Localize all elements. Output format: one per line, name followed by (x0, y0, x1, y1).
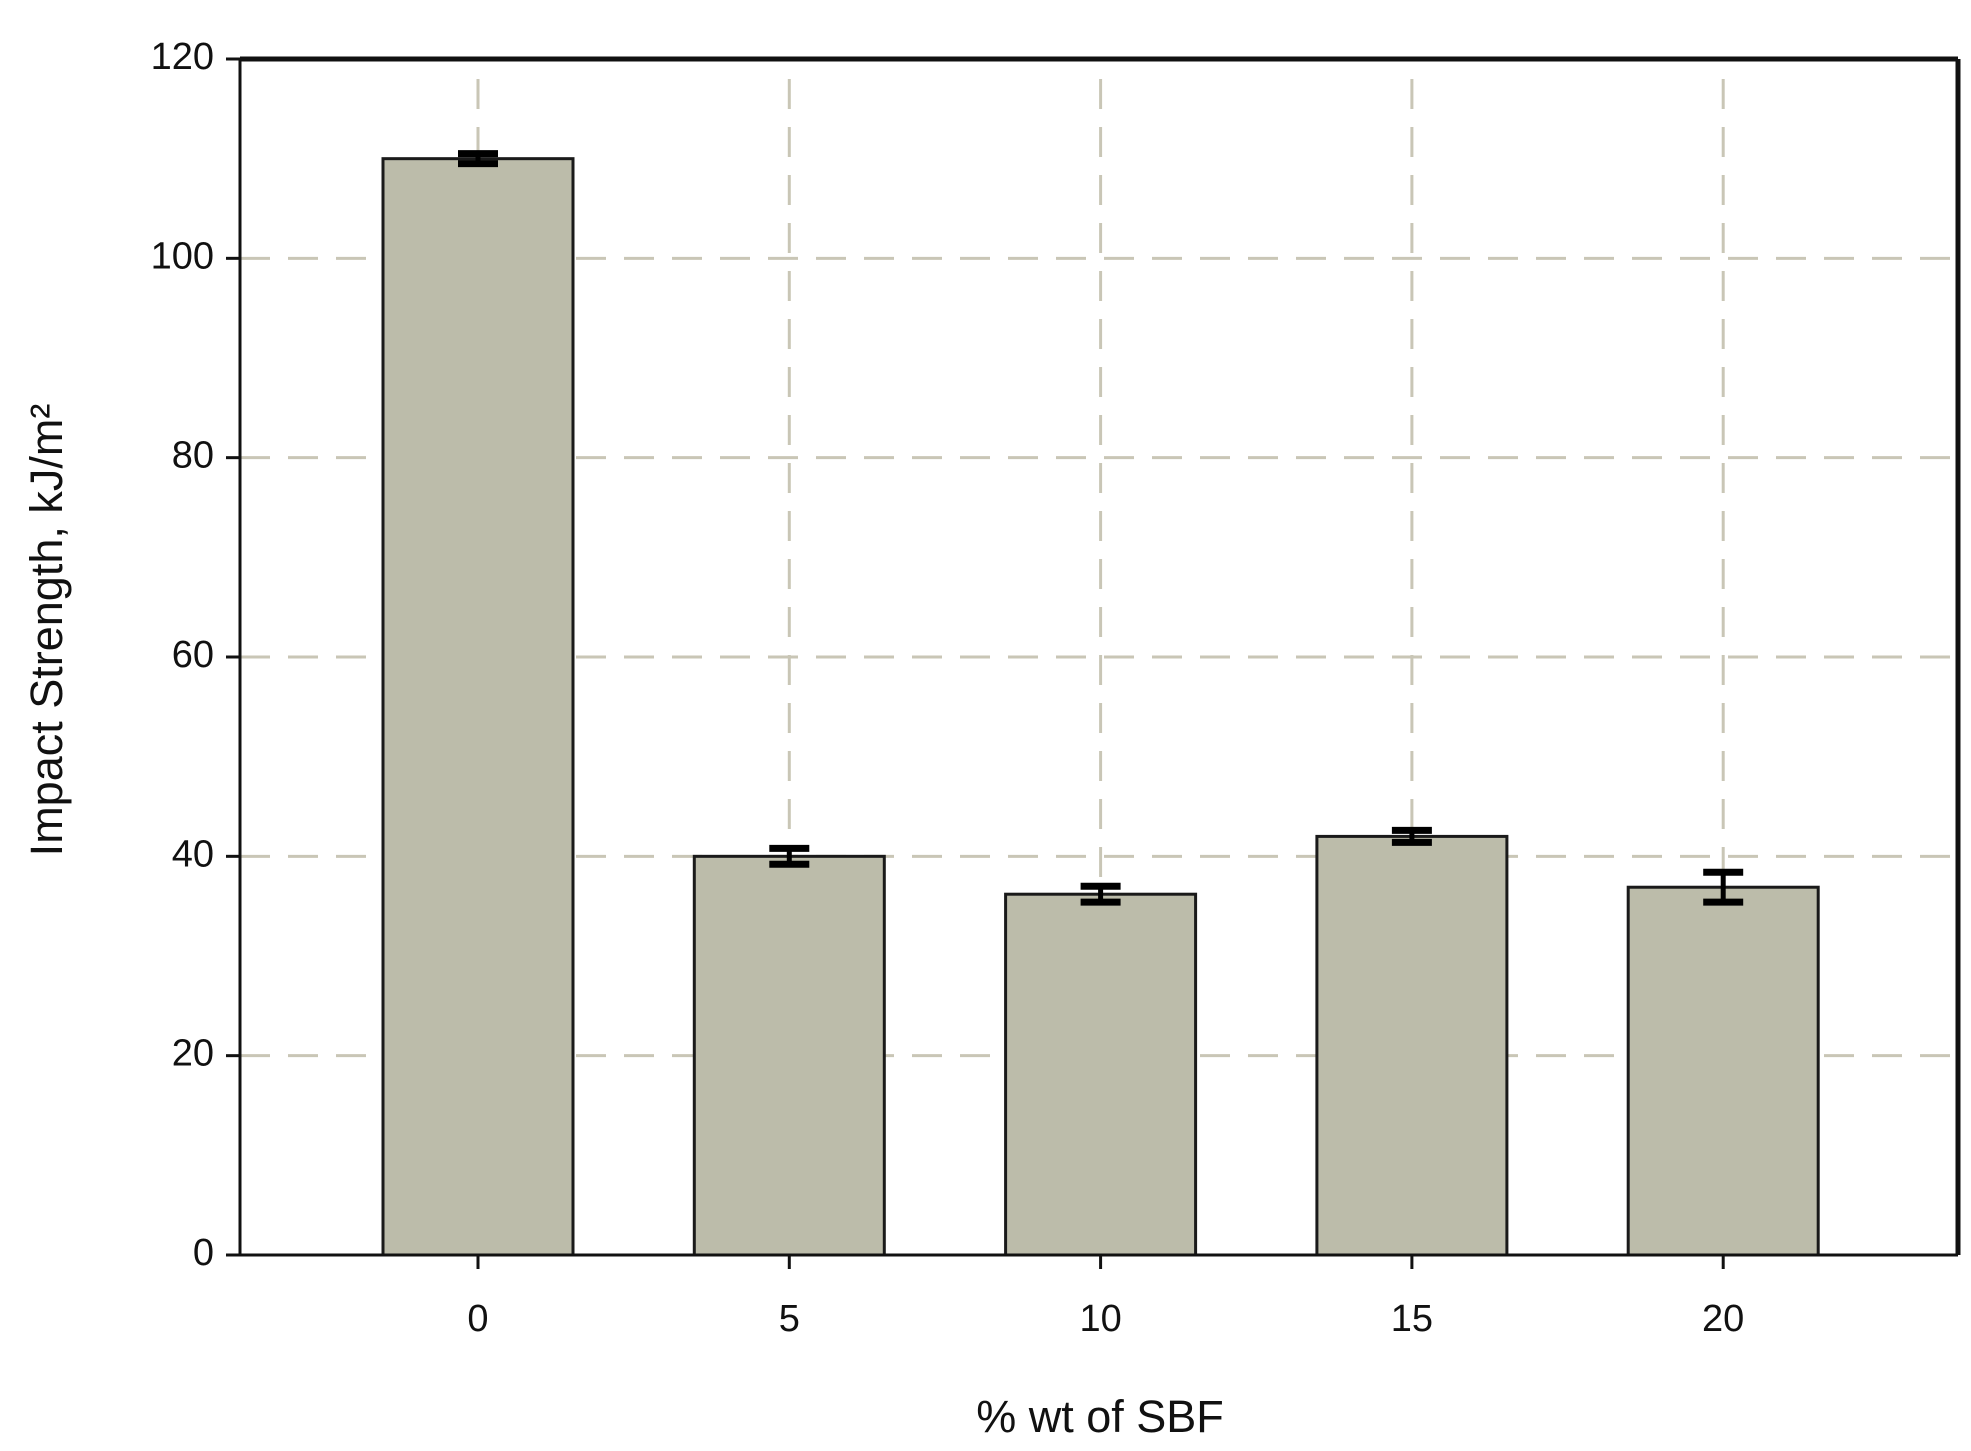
error-bar (1391, 826, 1432, 846)
bar (1315, 834, 1509, 1257)
y-axis-title: Impact Strength, kJ/m² (21, 404, 72, 857)
bar (1626, 885, 1820, 1257)
y-tick-label: 40 (172, 833, 214, 875)
error-bar (769, 844, 810, 868)
y-tick-label: 80 (172, 435, 214, 477)
x-tick-label: 10 (1079, 1298, 1121, 1340)
y-tick-label: 120 (151, 36, 214, 78)
bar (381, 157, 575, 1257)
bar (1004, 892, 1198, 1257)
x-axis-title: % wt of SBF (976, 1391, 1224, 1442)
y-tick-label: 100 (151, 235, 214, 277)
x-tick-label: 0 (467, 1298, 488, 1340)
x-tick-label: 20 (1702, 1298, 1744, 1340)
error-bar (1080, 882, 1121, 906)
y-tick-label: 60 (172, 634, 214, 676)
x-tick-label: 5 (779, 1298, 800, 1340)
bar (692, 854, 886, 1257)
y-tick-label: 0 (193, 1232, 214, 1274)
error-bar (1703, 868, 1744, 906)
y-tick-label: 20 (172, 1033, 214, 1075)
x-tick-label: 15 (1391, 1298, 1433, 1340)
error-bar (458, 150, 498, 168)
